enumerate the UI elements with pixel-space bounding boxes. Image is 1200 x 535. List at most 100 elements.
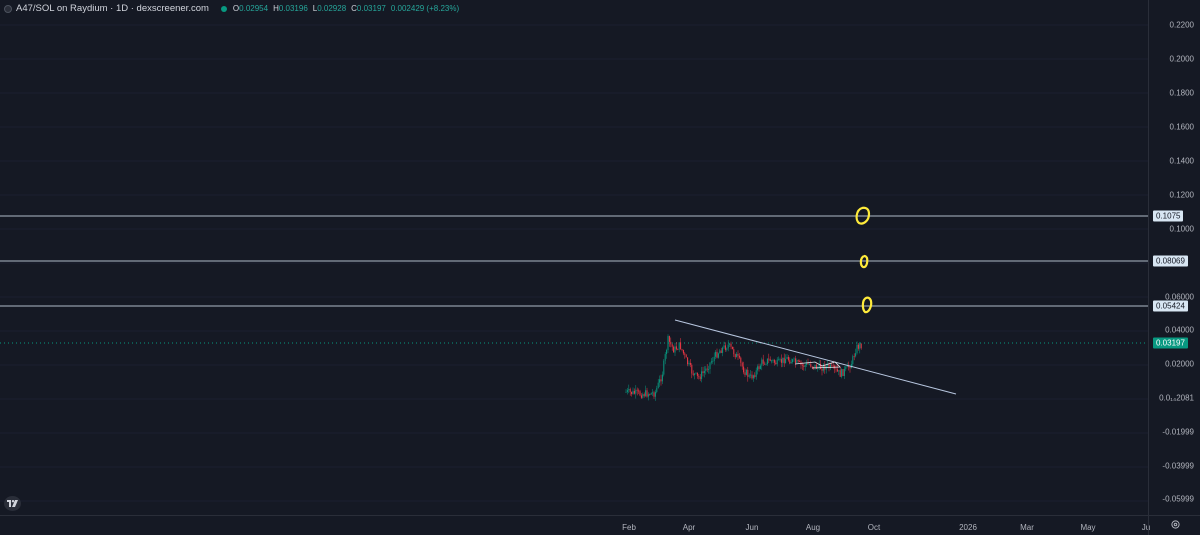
level-price-tag-1[interactable]: 0.1075 [1153,210,1184,222]
candle-body [715,351,717,357]
candle-body [793,358,795,360]
candle-body [859,343,861,349]
candle-body [631,391,633,395]
candle-body [632,390,634,395]
candle-body [821,368,823,371]
candle-body [733,349,735,355]
candle-body [831,364,833,366]
candle-body [734,354,736,358]
close-key: C [351,4,357,13]
chart-area[interactable]: A47/SOL on Raydium · 1D · dexscreener.co… [0,0,1148,515]
candle-body [670,341,672,345]
candle-body [803,365,805,367]
annotation-circle-3[interactable] [861,296,873,314]
time-tick: Apr [682,523,696,532]
candle-body [815,364,817,369]
price-tick: 0.02000 [1165,359,1194,369]
annotation-circle-2[interactable] [859,254,869,269]
candle-body [801,364,803,366]
time-tick: 2026 [959,523,977,532]
candle-body [628,389,630,391]
market-status-icon[interactable] [220,5,227,12]
candle-body [650,392,652,395]
price-axis[interactable]: 0.2200 0.2000 0.1800 0.1600 0.1400 0.120… [1148,0,1200,515]
candle-body [761,359,763,366]
price-tick: 0.2000 [1169,54,1194,64]
candle-body [684,353,686,355]
candle-body [818,363,820,368]
candle-body [765,364,767,365]
low-value: 0.02928 [317,4,347,13]
candle-body [625,391,627,393]
candle-body [731,346,733,350]
candle-body [772,359,774,361]
candle-body [808,364,810,365]
candle-body [771,360,773,362]
price-tick: 0.06000 [1165,292,1194,302]
candle-body [785,358,787,364]
candle-body [640,395,642,398]
candle-body [696,372,698,376]
chart-plot[interactable] [0,0,1148,515]
drawn-pattern[interactable] [794,361,841,369]
candle-body [775,362,777,365]
candle-body [681,349,683,350]
candle-body [764,363,766,365]
candle-body [729,343,731,345]
candle-body [855,353,857,357]
candle-body [748,375,750,377]
candle-body [813,366,815,368]
candle-body [736,353,738,358]
candle-body [849,367,851,369]
time-tick: Ju [1141,523,1151,532]
candle-body [737,353,739,356]
candle-body [673,346,675,353]
time-tick: Aug [805,523,821,532]
candle-body [744,372,746,375]
candle-body [806,362,808,365]
trend-line[interactable] [674,319,957,395]
candle-body [723,345,725,348]
candle-body [674,346,676,353]
candle-body [838,370,840,372]
time-tick: Feb [622,523,636,532]
candle-body [817,367,819,369]
candle-body [811,366,813,368]
candle-body [654,391,656,397]
candle-body [796,360,798,363]
candle-body [832,365,834,367]
candle-body [668,336,670,342]
time-axis[interactable]: Feb Apr Jun Aug Oct 2026 Mar May Ju [0,515,1151,535]
candle-body [835,368,837,370]
candle-body [743,366,745,373]
tradingview-logo-icon[interactable] [4,496,21,511]
candle-body [843,368,845,376]
level-price-tag-3[interactable]: 0.05424 [1153,300,1188,312]
candle-body [667,336,669,351]
candle-body [860,343,862,349]
candle-body [708,369,710,370]
candle-body [709,362,711,370]
candle-body [755,370,757,377]
candle-body [757,366,759,371]
candle-body [716,351,718,358]
candle-body [792,359,794,363]
candle-body [680,342,682,350]
candle-body [702,371,704,373]
candle-body [841,369,843,377]
candle-body [750,374,752,376]
candle-body [846,365,848,368]
legend-title[interactable]: A47/SOL on Raydium · 1D · dexscreener.co… [16,3,209,14]
gear-icon[interactable] [1170,519,1181,530]
candle-body [639,391,641,396]
candle-body [705,368,707,372]
candle-body [768,358,770,360]
candle-body [701,371,703,380]
candle-body [724,345,726,350]
level-price-tag-2[interactable]: 0.08069 [1153,255,1188,267]
candle-body [787,356,789,361]
chart-legend: A47/SOL on Raydium · 1D · dexscreener.co… [4,3,464,14]
candle-body [647,394,649,397]
annotation-circle-1[interactable] [855,206,871,225]
candle-body [752,375,754,379]
